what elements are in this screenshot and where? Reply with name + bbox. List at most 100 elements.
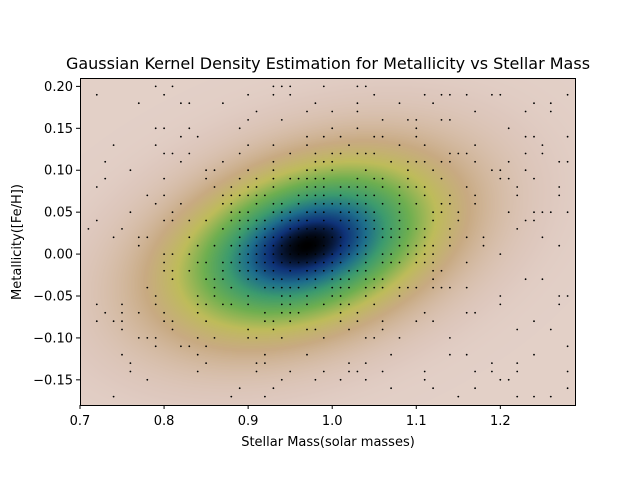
data-point	[348, 144, 350, 147]
data-point	[272, 93, 275, 96]
data-point	[306, 219, 308, 222]
data-point	[407, 186, 409, 188]
data-point	[524, 152, 527, 155]
data-point	[348, 219, 350, 222]
data-point	[238, 152, 241, 155]
data-point	[339, 194, 342, 197]
data-point	[339, 236, 342, 239]
data-point	[432, 253, 434, 256]
data-point	[297, 202, 300, 205]
data-point	[306, 353, 308, 356]
plot-area	[80, 78, 576, 405]
data-point	[339, 244, 342, 247]
data-point	[238, 244, 241, 247]
data-point	[381, 177, 384, 180]
y-tick-label: 0.05	[44, 206, 73, 221]
data-point	[264, 219, 266, 222]
x-tick-label: 1.0	[322, 414, 343, 429]
data-point	[255, 110, 258, 113]
data-point	[339, 286, 342, 289]
data-point	[306, 211, 308, 214]
data-point	[264, 253, 266, 256]
data-point	[222, 160, 224, 163]
data-point	[272, 228, 275, 230]
data-point	[280, 202, 283, 205]
data-point	[331, 269, 334, 272]
data-point	[272, 328, 275, 331]
data-point	[356, 320, 359, 323]
data-point	[314, 244, 317, 247]
data-point	[306, 295, 308, 297]
data-point	[322, 219, 325, 222]
data-point	[95, 93, 98, 96]
data-point	[364, 261, 367, 264]
data-point	[331, 286, 334, 289]
data-point	[356, 219, 359, 222]
data-point	[541, 152, 544, 155]
data-point	[306, 186, 308, 188]
data-point	[280, 236, 283, 239]
data-point	[238, 194, 241, 197]
data-point	[364, 244, 367, 247]
y-tick-label: −0.10	[33, 331, 73, 346]
data-point	[306, 228, 308, 230]
data-point	[272, 177, 275, 180]
data-point	[364, 219, 367, 222]
data-point	[95, 320, 98, 323]
data-point	[247, 228, 250, 230]
data-point	[306, 236, 308, 239]
data-point	[264, 228, 266, 230]
data-point	[465, 186, 468, 188]
data-point	[339, 135, 342, 138]
data-point	[255, 236, 258, 239]
data-point	[289, 253, 292, 256]
data-point	[297, 228, 300, 230]
y-tick-label: 0.20	[44, 80, 73, 95]
data-point	[339, 320, 342, 323]
data-point	[331, 295, 334, 297]
data-point	[163, 261, 166, 264]
data-point	[222, 303, 224, 306]
data-point	[415, 228, 418, 230]
data-point	[549, 110, 552, 113]
data-point	[196, 337, 199, 339]
data-point	[423, 378, 426, 381]
data-point	[381, 286, 384, 289]
data-point	[449, 160, 451, 163]
data-point	[306, 278, 308, 281]
data-point	[465, 152, 468, 155]
data-point	[205, 303, 208, 306]
data-point	[566, 387, 569, 390]
data-point	[440, 119, 443, 121]
data-point	[432, 387, 434, 390]
data-point	[289, 261, 292, 264]
data-point	[255, 370, 258, 373]
data-point	[137, 244, 140, 247]
data-point	[222, 194, 224, 197]
data-point	[449, 236, 451, 239]
data-point	[230, 303, 233, 306]
data-point	[146, 378, 149, 381]
data-point	[264, 269, 266, 272]
data-point	[440, 269, 443, 272]
data-point	[415, 160, 418, 163]
data-point	[280, 295, 283, 297]
data-point	[432, 102, 434, 105]
data-point	[423, 236, 426, 239]
data-point	[222, 228, 224, 230]
data-point	[121, 311, 123, 314]
data-point	[163, 253, 166, 256]
data-point	[171, 85, 174, 88]
data-point	[373, 337, 376, 339]
data-point	[339, 186, 342, 188]
data-point	[154, 144, 157, 147]
data-point	[272, 186, 275, 188]
data-point	[381, 328, 384, 331]
data-point	[188, 219, 191, 222]
data-point	[381, 253, 384, 256]
data-point	[121, 353, 123, 356]
data-point	[465, 286, 468, 289]
data-point	[423, 253, 426, 256]
data-point	[213, 169, 216, 172]
data-point	[331, 261, 334, 264]
